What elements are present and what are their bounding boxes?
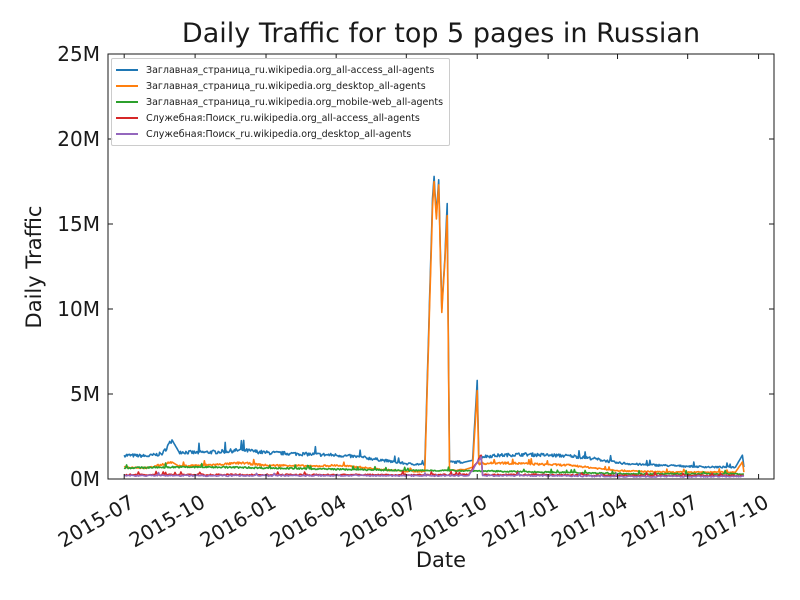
x-tick-label: 2017-01 [478,490,562,553]
x-tick-label: 2016-07 [336,490,420,553]
legend-label: Заглавная_страница_ru.wikipedia.org_mobi… [146,96,444,108]
legend-entry: Служебная:Поиск_ru.wikipedia.org_desktop… [116,126,443,142]
y-tick-label: 0M [70,467,100,491]
legend-entry: Заглавная_страница_ru.wikipedia.org_mobi… [116,94,443,110]
y-tick-label: 5M [70,382,100,406]
legend-entry: Заглавная_страница_ru.wikipedia.org_all-… [116,62,443,78]
legend-label: Служебная:Поиск_ru.wikipedia.org_desktop… [146,128,412,140]
legend-swatch [116,85,138,87]
legend-swatch [116,117,138,119]
y-tick-label: 10M [57,297,100,321]
legend: Заглавная_страница_ru.wikipedia.org_all-… [111,58,451,146]
series-layer [123,175,745,478]
x-tick-label: 2016-10 [407,490,491,553]
chart-title: Daily Traffic for top 5 pages in Russian [181,18,701,49]
legend-label: Заглавная_страница_ru.wikipedia.org_all-… [146,64,435,76]
x-tick-label: 2017-07 [617,490,701,553]
legend-entry: Заглавная_страница_ru.wikipedia.org_desk… [116,78,443,94]
x-tick-label: 2015-07 [54,490,138,553]
y-axis-label: Daily Traffic [22,205,46,329]
legend-swatch [116,133,138,135]
plot-frame [107,53,775,480]
legend-label: Заглавная_страница_ru.wikipedia.org_desk… [146,80,426,92]
y-tick-label: 15M [57,212,100,236]
x-tick-label: 2016-04 [266,490,350,553]
x-tick-label: 2017-10 [688,490,772,553]
x-axis-label: Date [415,548,467,572]
x-tick-label: 2017-04 [547,490,631,553]
series-line-5 [124,456,745,478]
series-line-3 [123,462,745,476]
y-tick-label: 25M [57,42,100,66]
legend-label: Служебная:Поиск_ru.wikipedia.org_all-acc… [146,112,420,124]
x-tick-label: 2015-10 [125,490,209,553]
legend-swatch [116,101,138,103]
x-tick-label: 2016-01 [196,490,280,553]
legend-entry: Служебная:Поиск_ru.wikipedia.org_all-acc… [116,110,443,126]
y-tick-label: 20M [57,127,100,151]
series-line-1 [123,175,745,469]
series-line-2 [123,180,745,474]
legend-swatch [116,69,138,71]
